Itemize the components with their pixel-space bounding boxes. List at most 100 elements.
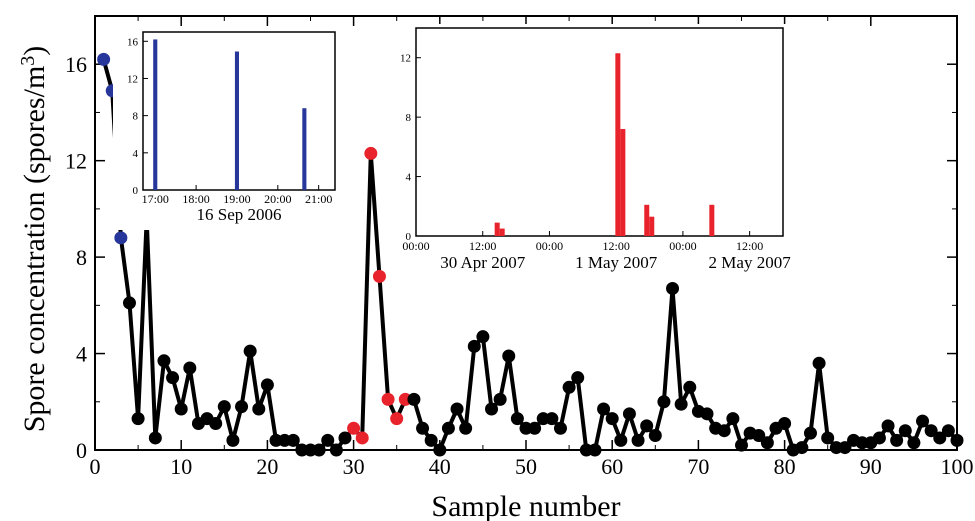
data-point bbox=[260, 378, 274, 392]
data-point bbox=[312, 443, 326, 457]
data-point bbox=[916, 414, 930, 428]
x-tick-label: 19:00 bbox=[223, 192, 250, 206]
data-point bbox=[752, 429, 766, 443]
data-point bbox=[545, 412, 559, 426]
data-point bbox=[666, 281, 680, 295]
data-point bbox=[803, 426, 817, 440]
data-point bbox=[890, 433, 904, 447]
data-point bbox=[726, 412, 740, 426]
data-point bbox=[441, 421, 455, 435]
data-point bbox=[907, 436, 921, 450]
bar bbox=[620, 129, 626, 236]
x-axis-label: Sample number bbox=[431, 490, 620, 521]
x-tick-label: 80 bbox=[774, 454, 796, 479]
inset-chart-may-2007: 00:00 12:00 00:00 12:00 00:00 12:00 0 4 8 12 30 Ap… bbox=[392, 24, 799, 280]
data-point bbox=[450, 402, 464, 416]
x-tick-label: 60 bbox=[601, 454, 623, 479]
data-point bbox=[924, 424, 938, 438]
data-point bbox=[122, 296, 136, 310]
data-point bbox=[778, 416, 792, 430]
data-point bbox=[183, 361, 197, 375]
bar bbox=[153, 39, 158, 190]
data-point bbox=[898, 424, 912, 438]
y-tick-label: 0 bbox=[133, 185, 139, 197]
y-tick-label: 12 bbox=[65, 149, 87, 174]
data-point bbox=[148, 431, 162, 445]
data-point bbox=[571, 371, 585, 385]
y-tick-label: 12 bbox=[400, 53, 411, 65]
x-tick-label: 00:00 bbox=[536, 239, 563, 253]
x-tick-label: 12:00 bbox=[469, 239, 496, 253]
y-tick-label: 4 bbox=[406, 172, 412, 184]
data-point bbox=[424, 433, 438, 447]
bar bbox=[615, 53, 621, 236]
inset-date-label: 2 May 2007 bbox=[709, 253, 792, 272]
data-point bbox=[735, 438, 748, 452]
data-point bbox=[390, 412, 404, 426]
data-point bbox=[407, 392, 421, 406]
data-point bbox=[640, 419, 654, 433]
data-point bbox=[941, 424, 955, 438]
data-point bbox=[97, 52, 111, 66]
data-point bbox=[485, 402, 499, 416]
data-point bbox=[286, 433, 300, 447]
inset-date-label: 1 May 2007 bbox=[575, 253, 658, 272]
data-point bbox=[347, 421, 361, 435]
x-tick-label: 00:00 bbox=[669, 239, 696, 253]
data-point bbox=[252, 402, 266, 416]
y-tick-label: 16 bbox=[65, 52, 87, 77]
x-tick-label: 20 bbox=[256, 454, 278, 479]
x-tick-label: 100 bbox=[941, 454, 974, 479]
data-point bbox=[950, 433, 964, 447]
data-point bbox=[528, 421, 542, 435]
bar bbox=[302, 108, 307, 190]
data-point bbox=[209, 416, 223, 430]
data-point bbox=[459, 421, 473, 435]
y-tick-label: 16 bbox=[127, 36, 139, 48]
data-point bbox=[372, 269, 386, 283]
data-point bbox=[933, 431, 947, 445]
data-point bbox=[562, 380, 576, 394]
data-point bbox=[881, 419, 895, 433]
data-point bbox=[605, 412, 619, 426]
data-point bbox=[597, 402, 611, 416]
x-tick-label: 12:00 bbox=[736, 239, 763, 253]
data-point bbox=[821, 431, 835, 445]
inset-plot-frame bbox=[415, 27, 784, 237]
data-point bbox=[812, 356, 826, 370]
data-point bbox=[476, 330, 490, 344]
data-point bbox=[700, 407, 714, 421]
data-point bbox=[226, 433, 240, 447]
x-tick-label: 17:00 bbox=[142, 192, 169, 206]
x-tick-label: 00:00 bbox=[402, 239, 429, 253]
y-tick-label: 0 bbox=[406, 231, 412, 243]
bar bbox=[494, 222, 500, 236]
data-point bbox=[364, 146, 378, 160]
data-point bbox=[329, 443, 343, 457]
data-point bbox=[338, 431, 352, 445]
data-point bbox=[235, 400, 249, 414]
y-tick-label: 8 bbox=[76, 245, 87, 270]
data-point bbox=[493, 392, 507, 406]
x-tick-label: 21:00 bbox=[305, 192, 332, 206]
data-point bbox=[872, 431, 886, 445]
x-tick-label: 70 bbox=[687, 454, 709, 479]
data-point bbox=[131, 412, 145, 426]
data-point bbox=[243, 344, 257, 358]
data-point bbox=[467, 339, 481, 353]
data-point bbox=[631, 433, 645, 447]
data-point bbox=[760, 436, 774, 450]
data-point bbox=[674, 397, 688, 411]
x-tick-label: 0 bbox=[90, 454, 101, 479]
data-point bbox=[795, 441, 809, 455]
bar bbox=[499, 228, 505, 236]
inset-date-label: 30 Apr 2007 bbox=[440, 253, 526, 272]
bar bbox=[709, 204, 715, 236]
data-point bbox=[416, 421, 430, 435]
y-tick-label: 4 bbox=[133, 148, 139, 160]
data-point bbox=[838, 441, 852, 455]
bar bbox=[644, 204, 650, 236]
x-tick-label: 50 bbox=[515, 454, 537, 479]
data-point bbox=[157, 354, 171, 368]
